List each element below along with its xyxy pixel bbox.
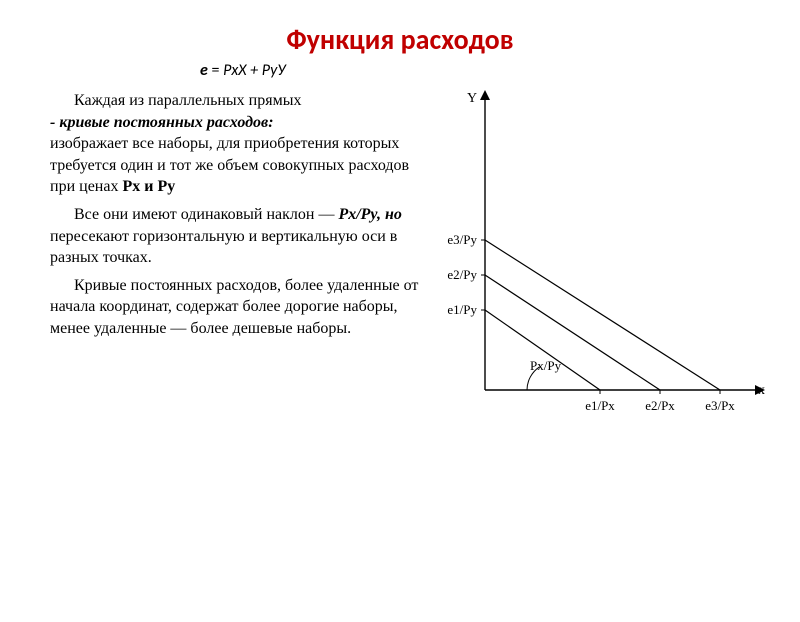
y-tick-label-3: e3/Py <box>447 232 477 247</box>
budget-line-3 <box>485 240 720 390</box>
chart-column: Yxe1/Pye2/Pye3/Pye1/Pxe2/Pxe3/PxPx/Py <box>430 90 770 346</box>
expenditure-formula: е = PxX + PyУ <box>200 61 800 80</box>
p1-mid: изображает все наборы, для приобретения … <box>50 135 409 195</box>
y-tick-label-1: e1/Py <box>447 302 477 317</box>
slope-label: Px/Py <box>530 358 562 373</box>
x-tick-label-1: e1/Px <box>585 398 615 413</box>
budget-line-2 <box>485 275 660 390</box>
y-axis-arrow <box>480 90 490 100</box>
paragraph-3: Кривые постоянных расходов, более удален… <box>50 275 430 340</box>
content-row: Каждая из параллельных прямых - кривые п… <box>0 90 800 346</box>
budget-line-1 <box>485 310 600 390</box>
paragraph-2: Все они имеют одинаковый наклон — Px/Py,… <box>50 204 430 269</box>
p2-slope: Px/Py, <box>338 206 381 223</box>
y-axis-label: Y <box>467 91 477 106</box>
p1-lead: Каждая из параллельных прямых <box>74 92 301 109</box>
expenditure-chart: Yx e1/Py e2/Py e3/Py e1/Px e2/Px e3/Px Px/Py <box>430 80 770 440</box>
text-column: Каждая из параллельных прямых - кривые п… <box>50 90 430 346</box>
y-tick-label-2: e2/Py <box>447 267 477 282</box>
p1-bold: - кривые постоянных расходов: <box>50 112 430 134</box>
x-tick-label-3: e3/Px <box>705 398 735 413</box>
formula-rhs: PxX + PyУ <box>223 61 286 80</box>
formula-lhs: е <box>200 61 208 80</box>
x-axis-label: x <box>758 383 765 398</box>
p1-pxpy: Px и Py <box>122 178 175 195</box>
paragraph-1: Каждая из параллельных прямых - кривые п… <box>50 90 430 198</box>
p2-tail: пересекают горизонтальную и вертикальную… <box>50 228 397 267</box>
x-tick-label-2: e2/Px <box>645 398 675 413</box>
formula-eq: = <box>208 61 223 80</box>
page-title: Функция расходов <box>0 22 800 57</box>
p2-lead: Все они имеют одинаковый наклон — <box>74 206 338 223</box>
p2-conj: но <box>381 206 402 223</box>
